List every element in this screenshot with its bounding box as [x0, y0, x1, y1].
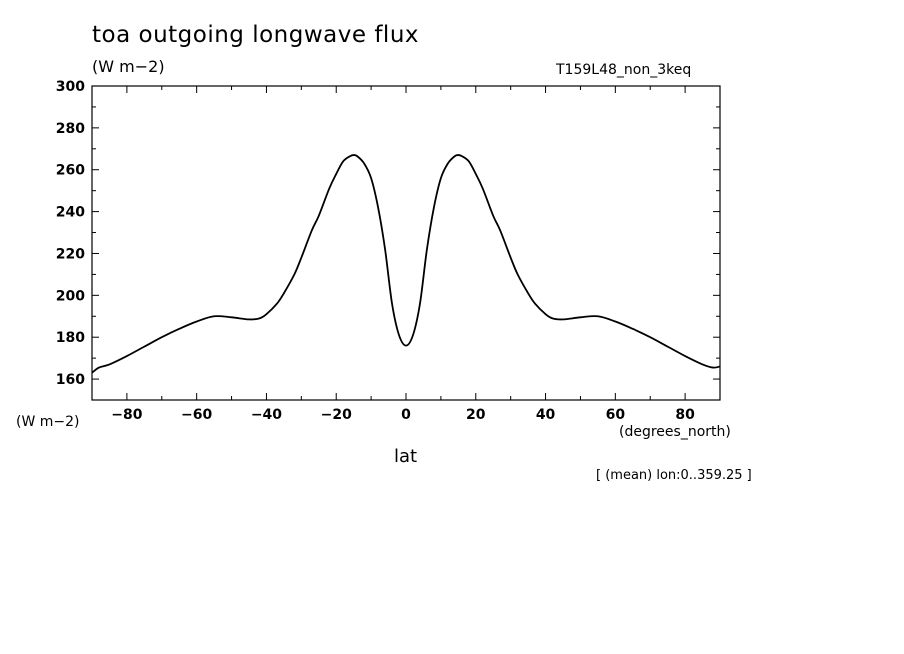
- x-axis-units: (degrees_north): [619, 424, 731, 440]
- y-tick-label: 180: [56, 330, 85, 346]
- y-tick-label: 160: [56, 372, 85, 388]
- axis-tick-labels: −80 −60 −40 −20 0 20 40 60 80 160 180 200 220 240 260 2…: [56, 79, 695, 423]
- y-tick-label: 260: [56, 163, 85, 179]
- x-tick-label: 60: [606, 407, 626, 423]
- x-tick-label: −80: [111, 407, 142, 423]
- x-tick-label: −40: [251, 407, 282, 423]
- y-tick-label: 240: [56, 205, 85, 221]
- axis-ticks: [91, 85, 721, 401]
- y-axis-units: (W m−2): [16, 414, 80, 430]
- mean-note: [ (mean) lon:0..359.25 ]: [596, 468, 752, 483]
- units-label-top: (W m−2): [92, 57, 165, 76]
- x-tick-label: 0: [401, 407, 411, 423]
- y-tick-label: 300: [56, 79, 85, 95]
- x-tick-label: −60: [181, 407, 212, 423]
- y-tick-label: 200: [56, 288, 85, 304]
- x-tick-label: 20: [466, 407, 486, 423]
- x-tick-label: −20: [321, 407, 352, 423]
- chart-title: toa outgoing longwave flux: [92, 22, 420, 48]
- y-tick-label: 280: [56, 121, 85, 137]
- series-line-olr: [91, 154, 721, 374]
- x-tick-label: 40: [536, 407, 556, 423]
- plot-frame: [91, 85, 721, 401]
- x-tick-label: 80: [675, 407, 695, 423]
- run-label: T159L48_non_3keq: [556, 62, 692, 78]
- x-axis-label: lat: [394, 446, 418, 467]
- y-tick-label: 220: [56, 246, 85, 262]
